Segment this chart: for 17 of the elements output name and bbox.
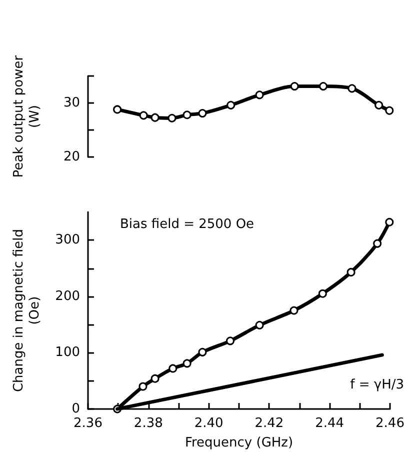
- series-label: f = γH/3: [350, 377, 404, 392]
- y-tick-label: 30: [63, 96, 80, 110]
- y-tick-label: 300: [55, 232, 80, 248]
- x-tick-label: 2.36: [74, 416, 102, 431]
- annotation: Bias field = 2500 Oe: [120, 217, 254, 232]
- x-tick-label: 2.44: [315, 416, 344, 431]
- x-tick-label: 2.46: [376, 416, 404, 431]
- x-tick-label: 2.42: [254, 416, 284, 431]
- y-tick-label: 20: [63, 150, 80, 164]
- y-axis-title: Change in magnetic field (Oe): [12, 228, 42, 392]
- y-tick-label: 0: [72, 402, 80, 416]
- y-axis-title: Peak output power (W): [12, 54, 42, 178]
- y-tick-label: 200: [55, 288, 80, 304]
- x-tick-label: 2.40: [194, 416, 224, 431]
- x-tick-label: 2.38: [134, 416, 163, 431]
- x-axis-title: Frequency (GHz): [184, 435, 294, 450]
- y-tick-label: 100: [55, 345, 80, 360]
